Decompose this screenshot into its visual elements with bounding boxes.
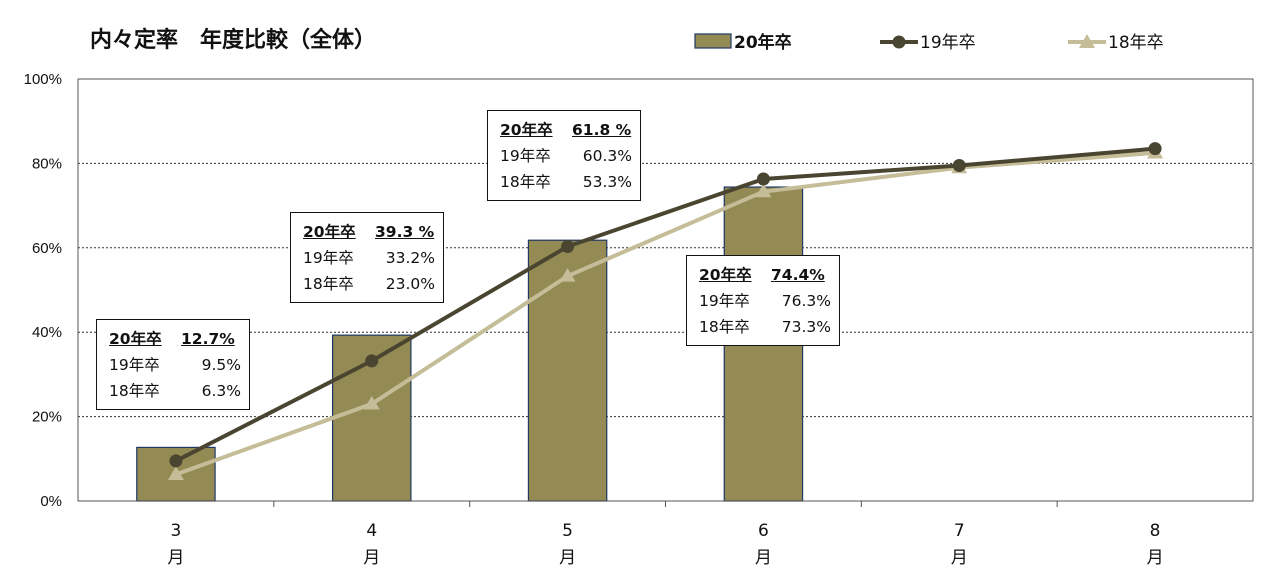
legend-label: 18年卒 — [1108, 33, 1164, 53]
x-tick-label-unit: 月 — [167, 548, 184, 568]
data-point-triangle — [363, 395, 380, 410]
callout-row-label: 18年卒 — [699, 318, 750, 336]
callout-row-value: 76.3% — [781, 292, 831, 310]
x-tick-label-unit: 月 — [755, 548, 772, 568]
x-tick-label: 4 — [366, 521, 377, 541]
callout-row-label: 19年卒 — [500, 147, 551, 165]
legend-swatch-bar — [694, 33, 732, 49]
x-tick-label-unit: 月 — [1147, 548, 1164, 568]
y-tick-label: 80% — [32, 155, 62, 172]
callout-row-value: 33.2% — [385, 249, 435, 267]
callout-may: 20年卒 61.8 % 19年卒 60.3% 18年卒 53.3% — [487, 110, 641, 201]
y-axis-ticks: 0% 20% 40% 60% 80% 100% — [24, 71, 62, 510]
line-series — [167, 142, 1164, 481]
callout-row-label: 18年卒 — [109, 382, 160, 400]
x-tick-label: 8 — [1150, 521, 1161, 541]
callout-row-label: 18年卒 — [500, 173, 551, 191]
legend-label: 20年卒 — [734, 32, 792, 53]
callout-row-label: 18年卒 — [303, 275, 354, 293]
x-axis-ticks: 3 月 4 月 5 月 6 月 7 月 8 月 — [167, 501, 1164, 568]
callout-head-value: 61.8 % — [572, 121, 632, 139]
callout-row-label: 19年卒 — [109, 356, 160, 374]
data-point-triangle — [167, 466, 184, 481]
callout-head-label: 20年卒 — [109, 330, 162, 348]
data-point-circle — [756, 172, 770, 186]
series-line — [175, 150, 1156, 477]
x-tick-label-unit: 月 — [951, 548, 968, 568]
plot-area-border — [77, 78, 1254, 502]
callout-row-label: 19年卒 — [699, 292, 750, 310]
x-tick-label: 5 — [562, 521, 573, 541]
data-point-triangle — [559, 268, 576, 282]
callout-row-label: 19年卒 — [303, 249, 354, 267]
callout-march: 20年卒 12.7% 19年卒 9.5% 18年卒 6.3% — [96, 319, 250, 410]
callout-head-label: 20年卒 — [303, 223, 356, 241]
data-point-circle — [1148, 142, 1162, 156]
chart-title: 内々定率 年度比較（全体） — [90, 28, 377, 53]
callout-april: 20年卒 39.3 % 19年卒 33.2% 18年卒 23.0% — [290, 212, 444, 303]
y-tick-label: 40% — [32, 324, 62, 341]
x-tick-label-unit: 月 — [559, 548, 576, 568]
callout-head-value: 39.3 % — [375, 223, 435, 241]
callout-june: 20年卒 74.4% 19年卒 76.3% 18年卒 73.3% — [686, 255, 840, 346]
callout-row-value: 9.5% — [201, 356, 241, 374]
callout-head-label: 20年卒 — [500, 121, 553, 139]
legend-swatch-marker — [892, 35, 906, 49]
series-line — [175, 146, 1156, 463]
y-tick-label: 20% — [32, 409, 62, 426]
callout-row-value: 60.3% — [582, 147, 632, 165]
callout-head-value: 12.7% — [181, 330, 235, 348]
data-point-circle — [169, 454, 183, 468]
x-tick-label: 3 — [171, 521, 182, 541]
bar — [527, 239, 608, 502]
data-point-circle — [561, 240, 575, 254]
legend-label: 19年卒 — [920, 33, 976, 53]
callout-row-value: 73.3% — [781, 318, 831, 336]
x-tick-label: 6 — [758, 521, 769, 541]
callout-row-value: 6.3% — [201, 382, 241, 400]
data-point-circle — [952, 159, 966, 173]
x-tick-label: 7 — [954, 521, 965, 541]
callout-row-value: 23.0% — [385, 275, 435, 293]
legend: 20年卒 19年卒 18年卒 — [694, 32, 1164, 53]
callout-row-value: 53.3% — [582, 173, 632, 191]
y-tick-label: 60% — [32, 240, 62, 257]
legend-swatch-marker — [1079, 34, 1095, 48]
data-point-triangle — [755, 183, 772, 198]
data-point-circle — [365, 354, 379, 368]
y-tick-label: 100% — [24, 71, 62, 88]
callout-head-value: 74.4% — [771, 266, 825, 284]
gridlines — [78, 162, 1253, 418]
callout-head-label: 20年卒 — [699, 266, 752, 284]
y-tick-label: 0% — [40, 493, 62, 510]
x-tick-label-unit: 月 — [363, 548, 380, 568]
